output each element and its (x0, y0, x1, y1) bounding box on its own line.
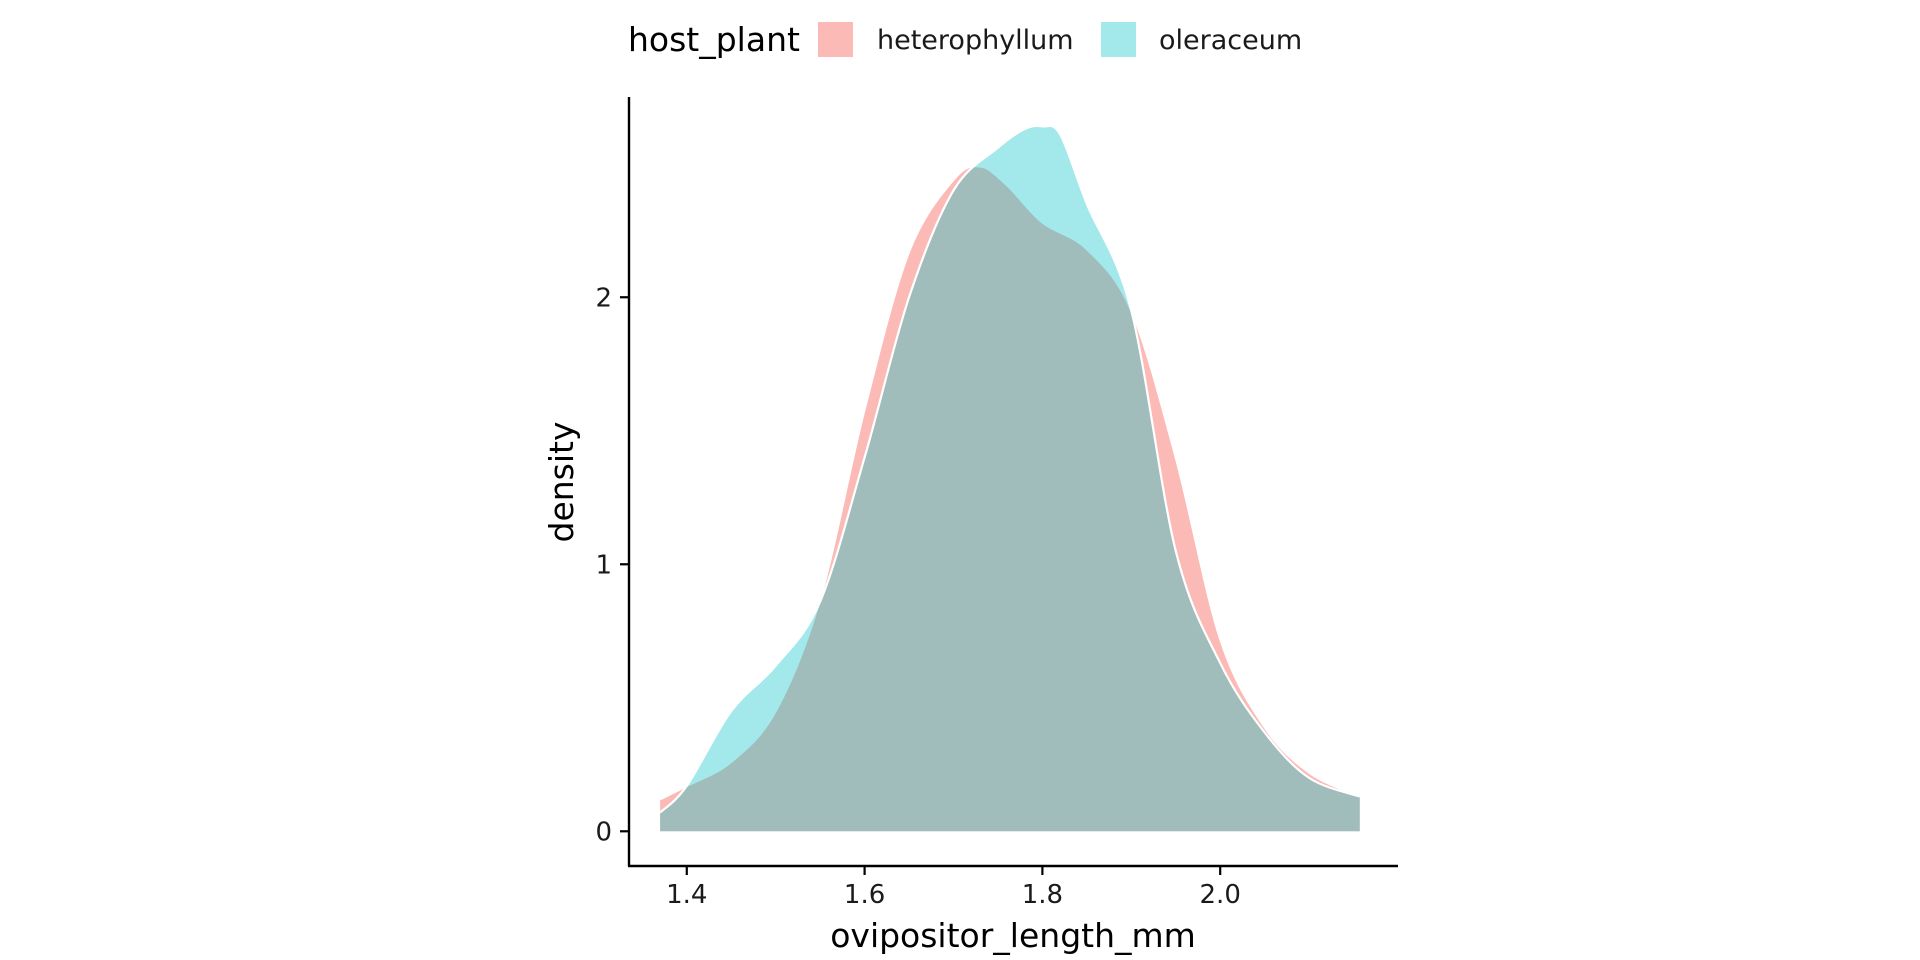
density-outline-heterophyllum (659, 165, 1361, 801)
legend-label-heterophyllum: heterophyllum (877, 25, 1074, 56)
legend-swatch-oleraceum (1101, 22, 1136, 57)
y-axis-ticks: 0 1 2 (595, 283, 629, 847)
x-tick-label: 2.0 (1200, 880, 1241, 910)
x-tick-label: 1.4 (666, 880, 707, 910)
y-axis-title: density (542, 422, 581, 543)
legend-label-oleraceum: oleraceum (1159, 25, 1302, 56)
x-axis-ticks: 1.4 1.6 1.8 2.0 (666, 866, 1241, 910)
legend: host_plant heterophyllum oleraceum (628, 20, 1302, 59)
x-tick-label: 1.8 (1022, 880, 1063, 910)
y-tick-label: 1 (595, 550, 612, 580)
density-areas (659, 124, 1361, 832)
x-axis-title: ovipositor_length_mm (830, 916, 1196, 955)
x-tick-label: 1.6 (844, 880, 885, 910)
legend-title: host_plant (628, 20, 800, 59)
density-area-oleraceum (660, 125, 1360, 832)
y-tick-label: 2 (595, 283, 612, 313)
density-area-heterophyllum (660, 166, 1360, 832)
y-tick-label: 0 (595, 817, 612, 847)
density-outline-oleraceum (659, 124, 1361, 814)
legend-swatch-heterophyllum (818, 22, 853, 57)
